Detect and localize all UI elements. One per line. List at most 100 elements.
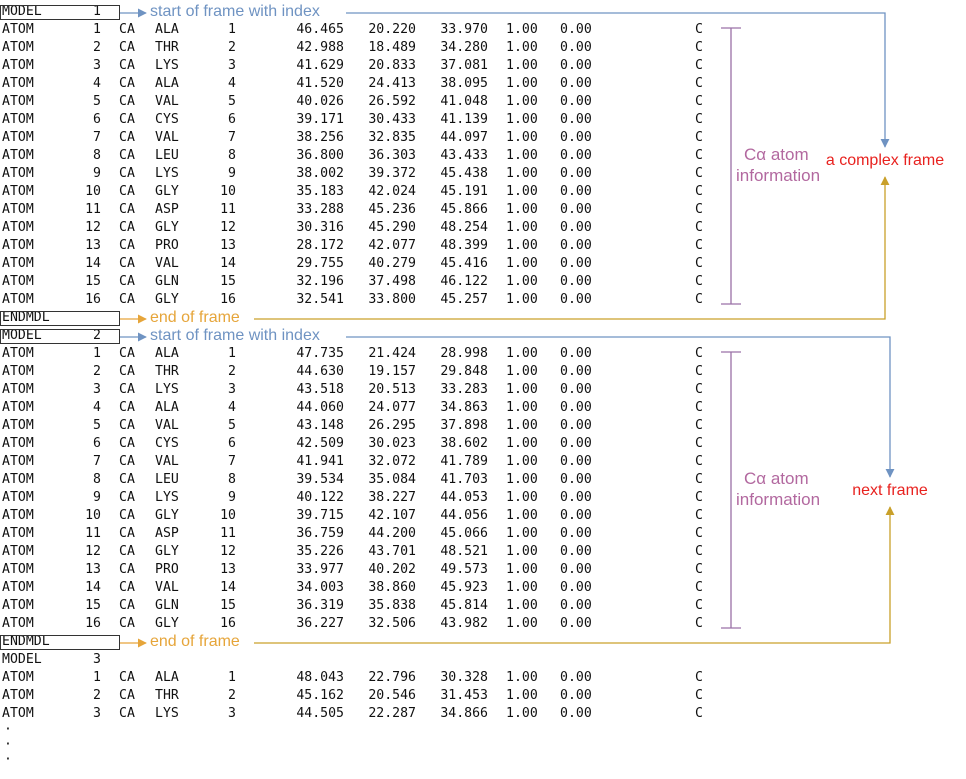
occupancy: 1.00 [506,436,538,451]
element-symbol: C [695,184,703,199]
coord-x: 30.316 [296,220,344,235]
residue-name: ALA [155,346,179,361]
atom-keyword: ATOM [2,562,34,577]
occupancy: 1.00 [506,580,538,595]
atom-keyword: ATOM [2,436,34,451]
info-label-line2: information [736,490,821,509]
residue-seq: 14 [220,580,236,595]
coord-x: 43.148 [296,418,344,433]
b-factor: 0.00 [560,166,592,181]
residue-name: VAL [155,130,179,145]
coord-y: 18.489 [368,40,416,55]
atom-keyword: ATOM [2,706,34,721]
coord-y: 38.860 [368,580,416,595]
coord-y: 43.701 [368,544,416,559]
frame-title: next frame [852,482,928,499]
residue-name: VAL [155,418,179,433]
b-factor: 0.00 [560,616,592,631]
coord-y: 38.227 [368,490,416,505]
atom-serial: 8 [93,472,101,487]
atom-serial: 2 [93,688,101,703]
occupancy: 1.00 [506,598,538,613]
atom-keyword: ATOM [2,526,34,541]
coord-y: 45.236 [368,202,416,217]
atom-name: CA [119,166,135,181]
element-symbol: C [695,274,703,289]
atom-serial: 16 [85,616,101,631]
atom-name: CA [119,346,135,361]
element-symbol: C [695,148,703,163]
coord-x: 32.541 [296,292,344,307]
atom-name: CA [119,454,135,469]
end-to-frame-arrow [254,176,890,320]
b-factor: 0.00 [560,508,592,523]
coord-x: 36.759 [296,526,344,541]
coord-x: 48.043 [296,670,344,685]
atom-name: CA [119,220,135,235]
b-factor: 0.00 [560,94,592,109]
coord-z: 41.048 [440,94,488,109]
residue-seq: 13 [220,238,236,253]
info-label-line1: Cα atom [744,469,809,488]
atom-keyword: ATOM [2,454,34,469]
residue-seq: 2 [228,40,236,55]
coord-z: 41.139 [440,112,488,127]
b-factor: 0.00 [560,706,592,721]
coord-x: 41.941 [296,454,344,469]
atom-serial: 14 [85,580,101,595]
residue-name: GLN [155,274,179,289]
coord-x: 36.227 [296,616,344,631]
coord-x: 28.172 [296,238,344,253]
coord-x: 33.977 [296,562,344,577]
b-factor: 0.00 [560,22,592,37]
b-factor: 0.00 [560,400,592,415]
b-factor: 0.00 [560,220,592,235]
atom-name: CA [119,202,135,217]
atom-serial: 9 [93,166,101,181]
element-symbol: C [695,670,703,685]
coord-x: 47.735 [296,346,344,361]
atom-keyword: ATOM [2,22,34,37]
element-symbol: C [695,562,703,577]
b-factor: 0.00 [560,472,592,487]
residue-seq: 4 [228,76,236,91]
coord-y: 32.506 [368,616,416,631]
coord-z: 45.191 [440,184,488,199]
coord-y: 21.424 [368,346,416,361]
residue-seq: 12 [220,544,236,559]
coord-y: 24.413 [368,76,416,91]
residue-seq: 16 [220,616,236,631]
element-symbol: C [695,94,703,109]
frame-title: a complex frame [825,152,945,169]
atom-name: CA [119,112,135,127]
atom-serial: 10 [85,184,101,199]
atom-serial: 3 [93,382,101,397]
start-to-frame-arrow [346,336,895,478]
atom-name: CA [119,670,135,685]
atom-name: CA [119,76,135,91]
atom-keyword: ATOM [2,256,34,271]
coord-z: 45.438 [440,166,488,181]
atom-name: CA [119,598,135,613]
occupancy: 1.00 [506,58,538,73]
occupancy: 1.00 [506,112,538,127]
atom-keyword: ATOM [2,148,34,163]
atom-serial: 14 [85,256,101,271]
coord-z: 31.453 [440,688,488,703]
atom-serial: 10 [85,508,101,523]
atom-name: CA [119,544,135,559]
coord-x: 36.800 [296,148,344,163]
coord-x: 46.465 [296,22,344,37]
b-factor: 0.00 [560,238,592,253]
atom-keyword: ATOM [2,94,34,109]
coord-z: 44.097 [440,130,488,145]
occupancy: 1.00 [506,220,538,235]
coord-y: 39.372 [368,166,416,181]
element-symbol: C [695,256,703,271]
coord-z: 45.066 [440,526,488,541]
b-factor: 0.00 [560,346,592,361]
occupancy: 1.00 [506,472,538,487]
coord-z: 37.898 [440,418,488,433]
coord-z: 34.866 [440,706,488,721]
